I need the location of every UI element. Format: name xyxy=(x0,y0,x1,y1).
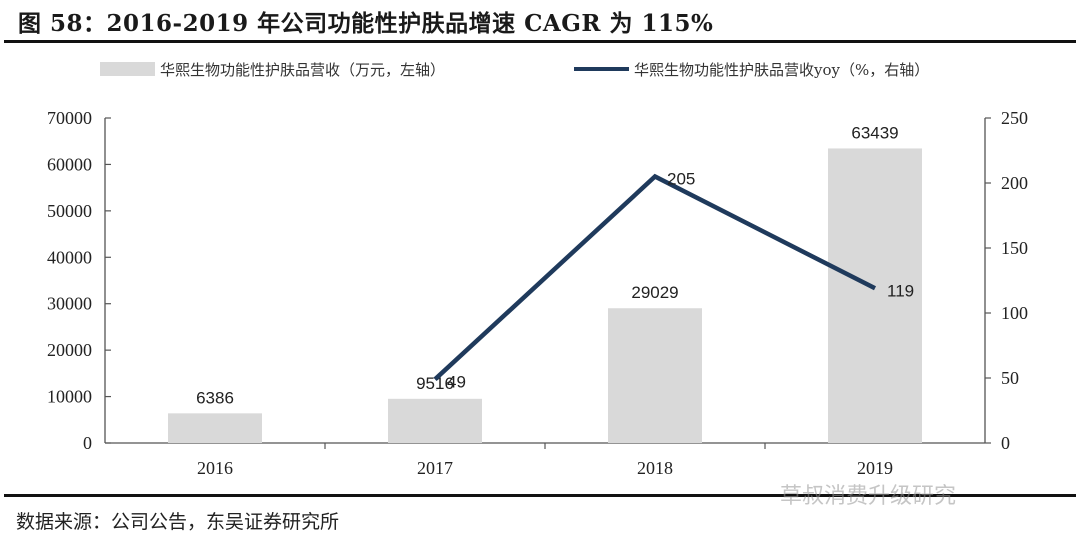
right-tick-label: 100 xyxy=(1001,303,1028,323)
bar-value-label: 63439 xyxy=(851,123,898,142)
bottom-rule-divider xyxy=(4,494,1076,497)
data-source-note: 数据来源：公司公告，东吴证券研究所 xyxy=(16,511,340,533)
legend: 华熙生物功能性护肤品营收（万元，左轴） 华熙生物功能性护肤品营收yoy（%，右轴… xyxy=(100,61,929,79)
bar-value-label: 9516 xyxy=(416,374,454,393)
plot-area: 0 10000 20000 30000 40000 50000 60000 70000 0 50 1… xyxy=(47,108,1028,478)
legend-line-label: 华熙生物功能性护肤品营收yoy（%，右轴） xyxy=(634,61,929,79)
line-value-label: 205 xyxy=(667,170,695,189)
right-tick-label: 150 xyxy=(1001,238,1028,258)
yoy-line xyxy=(433,173,877,381)
watermark: 草叔消费升级研究 xyxy=(780,484,957,509)
legend-line-swatch xyxy=(574,67,629,71)
right-tick-label: 50 xyxy=(1001,368,1019,388)
right-tick-label: 200 xyxy=(1001,173,1028,193)
x-tick-label: 2017 xyxy=(417,458,453,478)
bar-2016 xyxy=(168,413,262,443)
left-tick-label: 10000 xyxy=(47,387,92,407)
x-tick-label: 2016 xyxy=(197,458,233,478)
line-value-label: 49 xyxy=(447,372,466,391)
top-rule-divider xyxy=(4,40,1076,43)
left-tick-label: 40000 xyxy=(47,247,92,267)
left-tick-label: 50000 xyxy=(47,201,92,221)
right-tick-label: 0 xyxy=(1001,433,1010,453)
bar-value-label: 29029 xyxy=(631,283,678,302)
line-value-label: 119 xyxy=(887,281,914,300)
bar-value-label: 6386 xyxy=(196,388,234,407)
left-tick-label: 0 xyxy=(83,433,92,453)
bar-2018 xyxy=(608,308,702,443)
left-tick-label: 60000 xyxy=(47,154,92,174)
x-tick-label: 2018 xyxy=(637,458,673,478)
legend-bar-swatch xyxy=(100,62,155,76)
legend-bar-label: 华熙生物功能性护肤品营收（万元，左轴） xyxy=(160,61,445,79)
bar-2019 xyxy=(828,148,922,443)
right-tick-label: 250 xyxy=(1001,108,1028,128)
bar-2017 xyxy=(388,398,482,443)
left-tick-label: 70000 xyxy=(47,108,92,128)
left-tick-label: 20000 xyxy=(47,340,92,360)
left-tick-label: 30000 xyxy=(47,294,92,314)
chart-title: 图 58：2016-2019 年公司功能性护肤品增速 CAGR 为 115% xyxy=(18,10,714,37)
x-tick-label: 2019 xyxy=(857,458,893,478)
